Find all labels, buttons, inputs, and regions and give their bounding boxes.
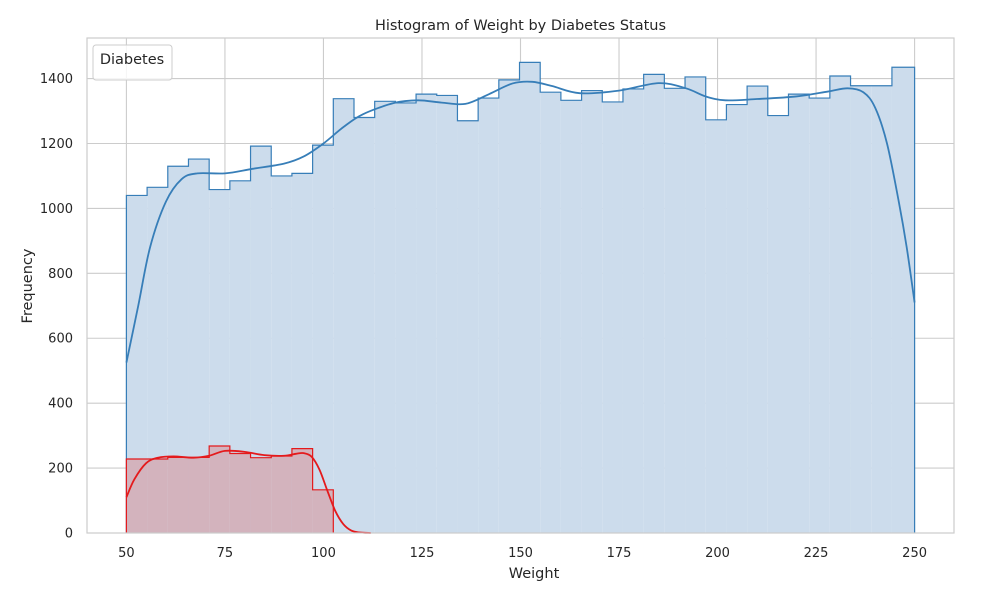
histogram-bar bbox=[457, 120, 479, 533]
histogram-bar bbox=[416, 94, 437, 533]
histogram-bar bbox=[685, 76, 706, 534]
histogram-series bbox=[125, 61, 916, 534]
histogram-bar bbox=[871, 85, 892, 533]
y-tick-label: 800 bbox=[48, 267, 73, 282]
histogram-bar bbox=[809, 98, 830, 533]
y-tick-label: 1000 bbox=[40, 202, 73, 217]
x-axis-label: Weight bbox=[509, 566, 560, 582]
histogram-bar bbox=[747, 86, 768, 534]
x-tick-label: 250 bbox=[902, 546, 927, 561]
y-tick-label: 1400 bbox=[40, 72, 73, 87]
histogram-bar bbox=[540, 92, 561, 534]
histogram-bar bbox=[395, 102, 417, 533]
y-tick-label: 1200 bbox=[40, 137, 73, 152]
kde-line-1 bbox=[125, 449, 371, 534]
histogram-bar bbox=[643, 74, 665, 533]
kde-curves bbox=[125, 80, 916, 534]
x-tick-label: 75 bbox=[217, 546, 234, 561]
histogram-bar bbox=[147, 458, 168, 533]
histogram-bar bbox=[353, 117, 375, 533]
histogram-bar bbox=[126, 195, 148, 534]
histogram-bar bbox=[829, 75, 851, 533]
x-tick-label: 150 bbox=[508, 546, 533, 561]
histogram-bar bbox=[250, 146, 272, 533]
histogram-bar bbox=[622, 88, 644, 533]
x-tick-label: 125 bbox=[410, 546, 435, 561]
x-tick-label: 50 bbox=[118, 546, 135, 561]
histogram-bar bbox=[560, 100, 582, 533]
histogram-bar bbox=[664, 88, 686, 534]
legend-title: Diabetes bbox=[100, 52, 164, 68]
histogram-bar bbox=[229, 453, 251, 533]
histogram-bar bbox=[312, 145, 334, 534]
histogram-bar bbox=[271, 456, 292, 533]
histogram-bar bbox=[519, 62, 541, 533]
legend-box bbox=[92, 44, 173, 81]
histogram-bar bbox=[374, 101, 396, 534]
series-0 bbox=[125, 61, 916, 534]
histogram-bar bbox=[602, 101, 623, 533]
histogram-bar bbox=[333, 98, 354, 533]
histogram-bar bbox=[726, 104, 748, 533]
histogram-bar bbox=[188, 457, 210, 533]
series-1 bbox=[125, 445, 334, 533]
histogram-bar bbox=[581, 90, 603, 533]
histogram-bar bbox=[271, 175, 292, 534]
histogram-bar bbox=[498, 79, 520, 533]
histogram-bar bbox=[705, 119, 727, 533]
histogram-bar bbox=[250, 457, 272, 533]
y-tick-label: 200 bbox=[48, 462, 73, 477]
plot-frame bbox=[86, 37, 955, 534]
chart-title: Histogram of Weight by Diabetes Status bbox=[375, 18, 666, 34]
histogram-bar bbox=[478, 98, 499, 533]
histogram-bar bbox=[229, 180, 251, 533]
y-axis-label: Frequency bbox=[20, 248, 36, 323]
histogram-bar bbox=[126, 458, 148, 533]
x-tick-label: 100 bbox=[311, 546, 336, 561]
x-axis-ticks: 50 75 100 125 150 175 200 225 250 bbox=[118, 546, 927, 561]
y-tick-label: 600 bbox=[48, 332, 73, 347]
x-tick-label: 200 bbox=[705, 546, 730, 561]
histogram-bar bbox=[147, 187, 168, 534]
histogram-bar bbox=[436, 95, 458, 534]
x-tick-label: 225 bbox=[804, 546, 829, 561]
histogram-bar bbox=[767, 115, 789, 533]
histogram-step-outline bbox=[125, 445, 334, 533]
histogram-bar bbox=[209, 446, 230, 533]
y-tick-label: 0 bbox=[65, 527, 73, 542]
histogram-step-outline bbox=[125, 61, 916, 533]
histogram-bar bbox=[291, 448, 313, 533]
histogram-bar bbox=[167, 457, 189, 533]
y-tick-label: 400 bbox=[48, 397, 73, 412]
histogram-bar bbox=[312, 489, 334, 533]
histogram-bar bbox=[188, 159, 210, 533]
y-axis-ticks: 0 200 400 600 800 1000 1200 1400 bbox=[40, 72, 73, 541]
histogram-bar bbox=[291, 173, 313, 533]
x-tick-label: 175 bbox=[607, 546, 632, 561]
histogram-bar bbox=[891, 67, 915, 534]
legend: Diabetes bbox=[92, 44, 173, 81]
kde-line-0 bbox=[125, 80, 916, 363]
histogram-bar bbox=[788, 94, 810, 533]
histogram-bar bbox=[850, 85, 872, 533]
histogram-bar bbox=[167, 166, 189, 533]
